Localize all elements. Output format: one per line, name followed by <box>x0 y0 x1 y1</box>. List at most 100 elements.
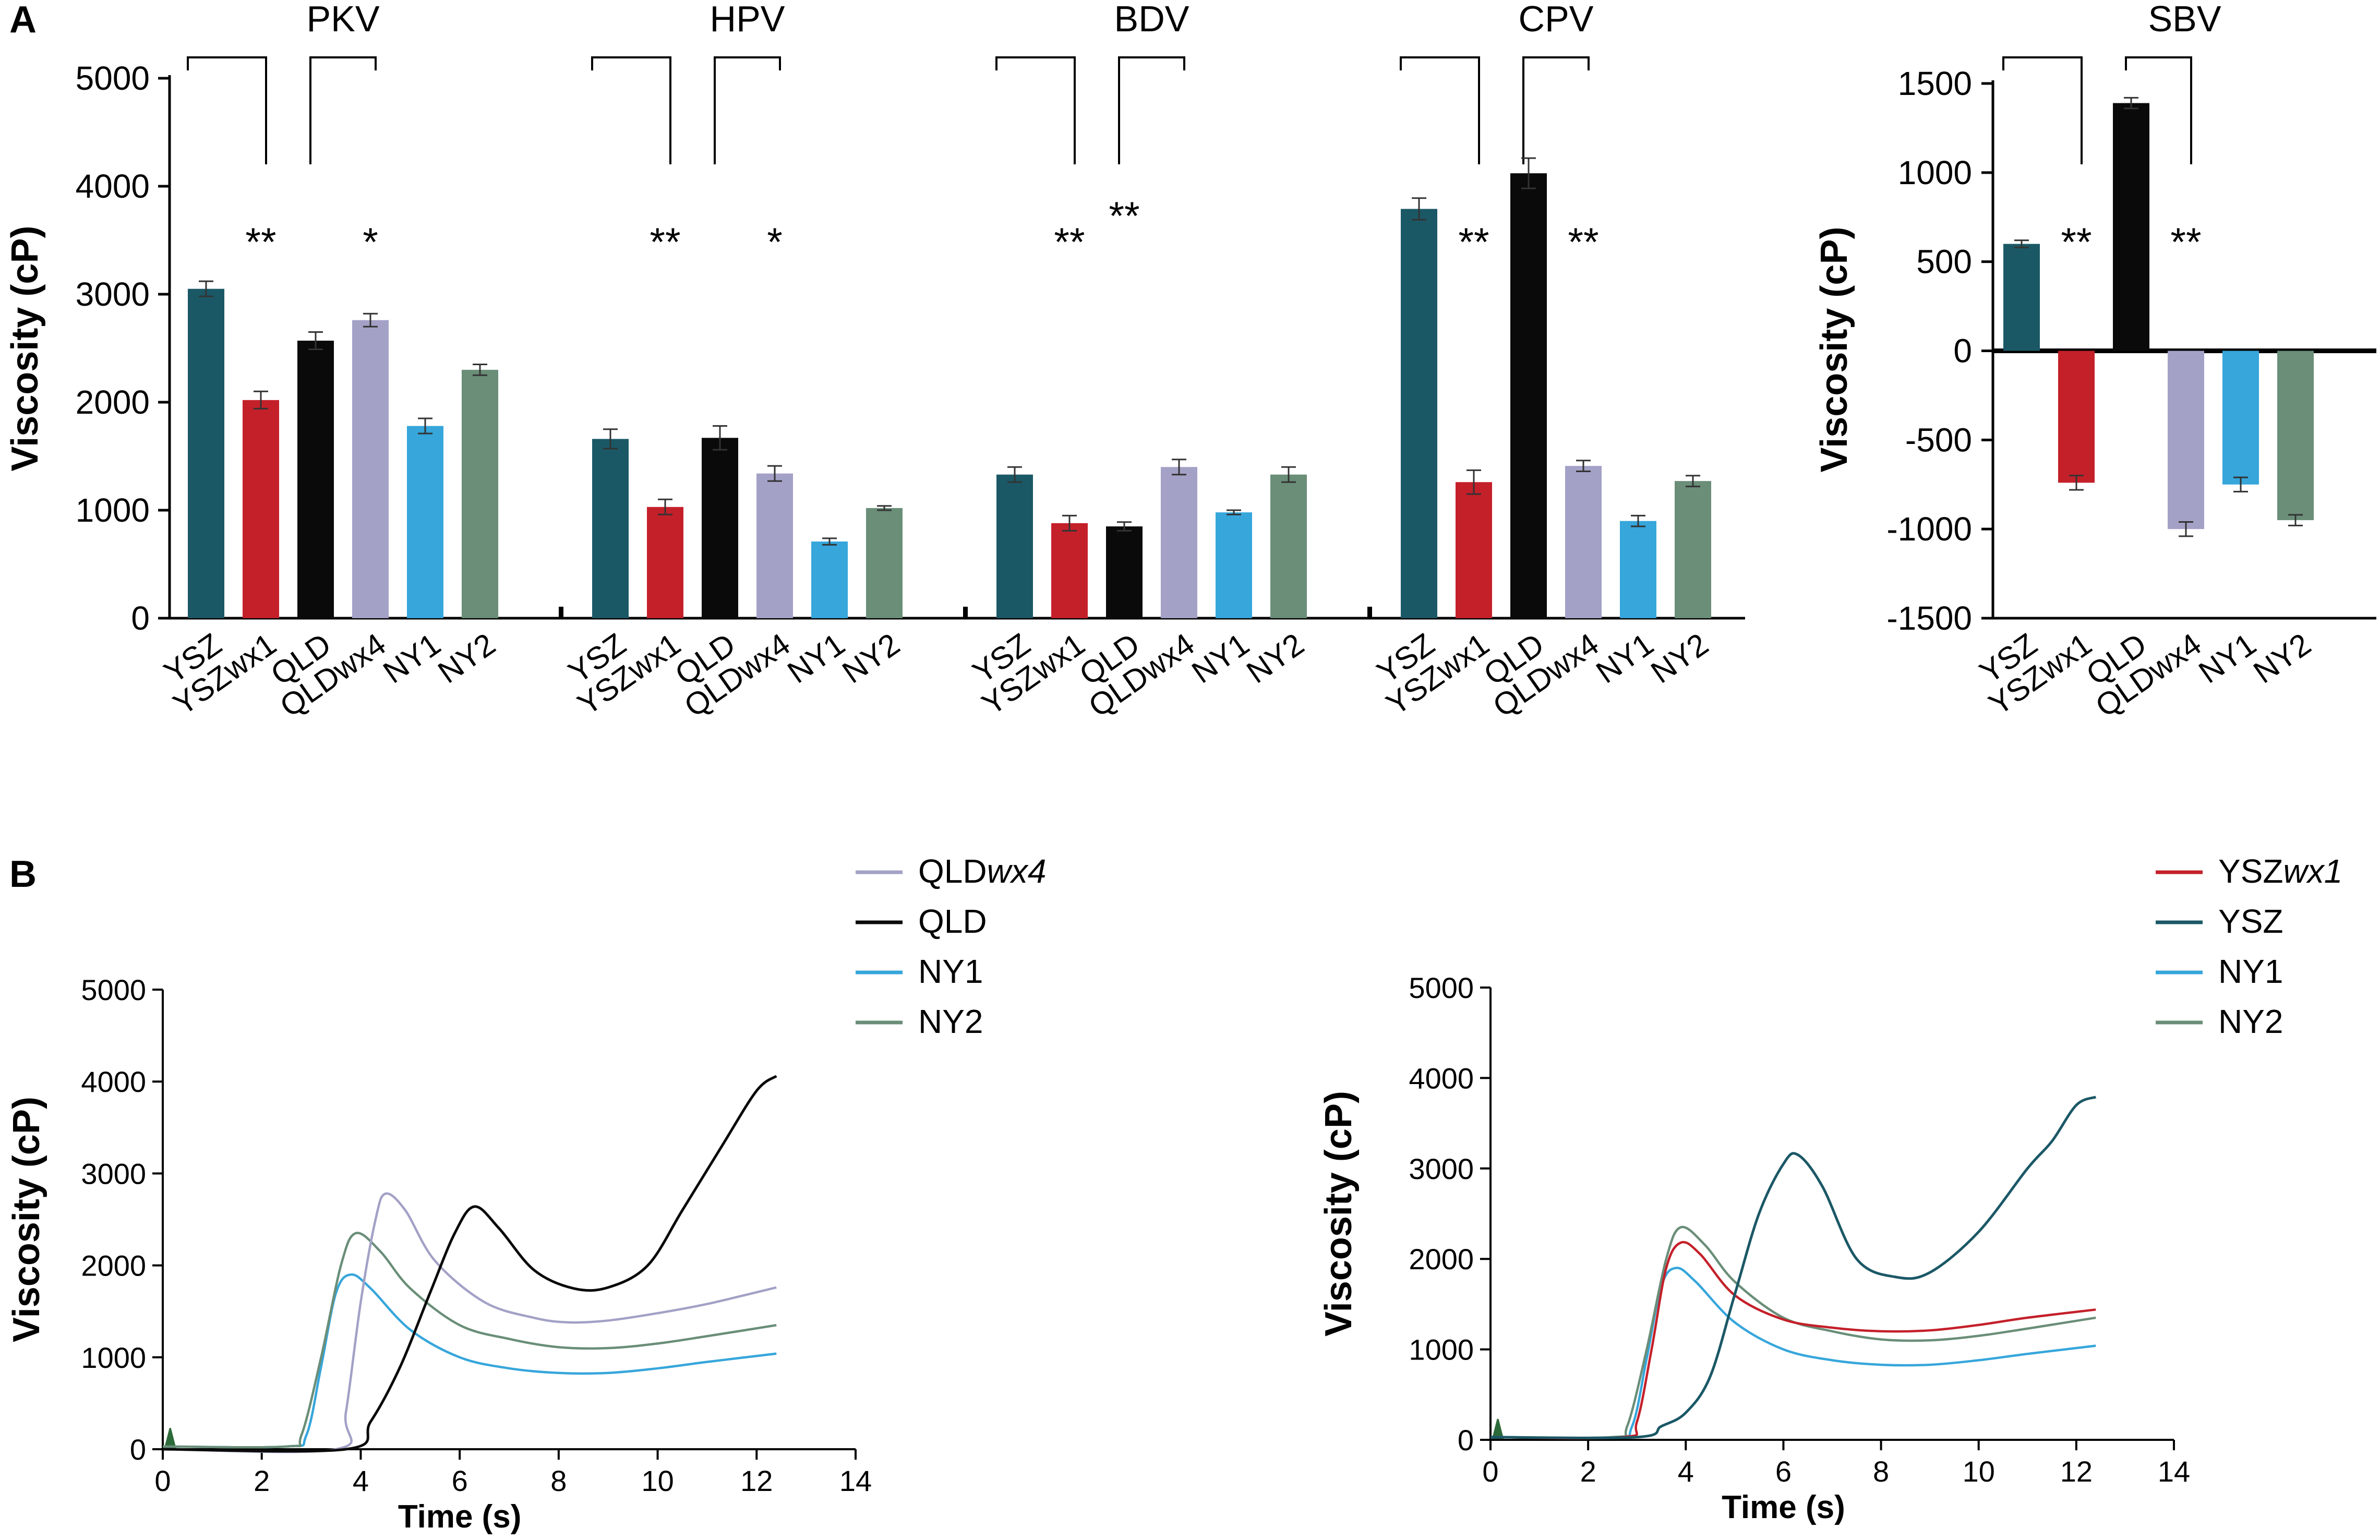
significance-bracket <box>591 56 671 164</box>
x-tick-label: 10 <box>1963 1455 1995 1488</box>
legend-label-ny1: NY1 <box>918 953 983 990</box>
x-tick-label: 14 <box>2158 1455 2190 1488</box>
legend-label-base: NY2 <box>2218 1003 2283 1040</box>
x-tick-label: 10 <box>641 1464 674 1497</box>
bar-pkv-ny2 <box>462 369 498 618</box>
bar-cpv-qldwx4 <box>1565 466 1602 618</box>
panel-a-label: A <box>9 0 37 41</box>
significance-stars: ** <box>2061 220 2091 264</box>
y-tick-label: 3000 <box>76 275 150 313</box>
series-line-ysz <box>1490 1096 2097 1439</box>
axis-break-marker <box>963 607 968 618</box>
series-line-yszwx1 <box>1490 1241 2096 1440</box>
y-tick-label: 3000 <box>81 1157 146 1190</box>
y-tick-label: 2000 <box>76 383 150 421</box>
y-tick-label: 4000 <box>81 1065 146 1098</box>
y-tick-label: 5000 <box>1409 971 1474 1004</box>
y-tick-label: 0 <box>1953 332 1972 370</box>
x-tick-label: 12 <box>2060 1455 2093 1488</box>
significance-stars: ** <box>1054 220 1085 264</box>
bar-cpv-ny2 <box>1675 481 1711 618</box>
panel-b-right-line-chart: 0 1000 2000 3000 4000 5000 0 2 4 6 8 10 12 14 Time (s)… <box>1318 852 2342 1525</box>
group-title-hpv: HPV <box>710 0 785 39</box>
axis-break-marker <box>1367 607 1372 618</box>
bar-sbv-ny1 <box>2222 351 2259 485</box>
bar-cpv-yszwx1 <box>1456 482 1492 618</box>
x-axis-label: Time (s) <box>398 1499 522 1535</box>
series-line-ny1 <box>1490 1267 2096 1439</box>
y-tick-label: 3000 <box>1409 1152 1474 1185</box>
legend-label-ysz: YSZ <box>2218 903 2283 940</box>
bar-sbv-ny2 <box>2277 351 2314 521</box>
significance-bracket <box>2002 56 2083 164</box>
y-tick-label: -1000 <box>1886 510 1972 548</box>
y-tick-label: 1000 <box>76 491 150 529</box>
y-tick-label: 0 <box>1458 1424 1474 1457</box>
group-title-pkv: PKV <box>306 0 379 39</box>
bar-sbv-qldwx4 <box>2168 351 2204 530</box>
bar-hpv-ny1 <box>811 542 848 618</box>
y-axis-label: Viscosity (cP) <box>6 1097 47 1342</box>
bar-bdv-yszwx1 <box>1051 523 1088 618</box>
group-title-cpv: CPV <box>1519 0 1594 39</box>
y-tick-label: -500 <box>1905 421 1972 459</box>
series-line-ny2 <box>162 1232 777 1449</box>
bar-pkv-ny1 <box>407 426 443 618</box>
bar-bdv-qldwx4 <box>1161 467 1197 618</box>
significance-bracket <box>187 56 267 164</box>
legend-label-qld: QLD <box>918 903 987 940</box>
bar-sbv-qld <box>2113 103 2149 351</box>
y-tick-label: 0 <box>131 599 150 637</box>
x-tick-label: 2 <box>1580 1455 1596 1488</box>
bar-hpv-ny2 <box>866 508 903 618</box>
bar-hpv-qldwx4 <box>756 473 793 618</box>
legend-label-suffix: wx1 <box>2283 852 2342 890</box>
legend-label-base: YSZ <box>2218 852 2283 890</box>
series-line-ny2 <box>1490 1225 2096 1439</box>
bar-bdv-ny2 <box>1270 474 1307 618</box>
x-tick-label: 4 <box>1678 1455 1694 1488</box>
legend-label-base: QLD <box>918 903 987 940</box>
y-tick-label: 1000 <box>81 1341 146 1374</box>
legend-label-ny2: NY2 <box>2218 1003 2283 1040</box>
significance-stars: ** <box>1568 220 1598 264</box>
y-axis-label: Viscosity (cP) <box>4 226 46 472</box>
x-tick-label: 8 <box>1873 1455 1889 1488</box>
bar-pkv-qld <box>297 341 334 618</box>
x-tick-label: 8 <box>550 1464 567 1497</box>
bar-pkv-yszwx1 <box>243 400 279 618</box>
y-tick-label: -1500 <box>1886 599 1972 637</box>
significance-stars: ** <box>650 220 680 264</box>
x-tick-label: 6 <box>452 1464 468 1497</box>
x-tick-label: 0 <box>154 1464 171 1497</box>
significance-stars: ** <box>1458 220 1489 264</box>
bar-hpv-qld <box>702 438 738 618</box>
significance-stars: ** <box>2170 220 2201 264</box>
significance-bracket <box>995 56 1076 164</box>
y-axis-label: Viscosity (cP) <box>1318 1091 1360 1337</box>
legend-label-ny1: NY1 <box>2218 953 2283 990</box>
series-line-ny1 <box>162 1273 777 1449</box>
significance-stars: ** <box>1109 194 1139 238</box>
bar-cpv-ysz <box>1401 209 1437 619</box>
bar-bdv-ysz <box>996 474 1033 618</box>
y-axis-label: Viscosity (cP) <box>1813 227 1855 473</box>
x-tick-label: 2 <box>254 1464 270 1497</box>
x-tick-label: 12 <box>740 1464 773 1497</box>
legend-label-qldwx4: QLDwx4 <box>918 852 1046 890</box>
y-tick-label: 4000 <box>76 167 150 205</box>
y-tick-label: 1000 <box>1898 154 1972 191</box>
legend-label-base: NY1 <box>918 953 983 990</box>
group-title-bdv: BDV <box>1114 0 1189 39</box>
bar-bdv-ny1 <box>1216 512 1252 618</box>
bar-sbv-ysz <box>2003 244 2040 351</box>
axis-break-marker <box>559 607 563 618</box>
y-tick-label: 4000 <box>1409 1062 1474 1094</box>
bar-bdv-qld <box>1106 526 1143 618</box>
y-tick-label: 2000 <box>81 1249 146 1282</box>
y-tick-label: 1000 <box>1409 1333 1474 1366</box>
legend-label-yszwx1: YSZwx1 <box>2218 852 2342 890</box>
bar-cpv-qld <box>1510 173 1547 618</box>
